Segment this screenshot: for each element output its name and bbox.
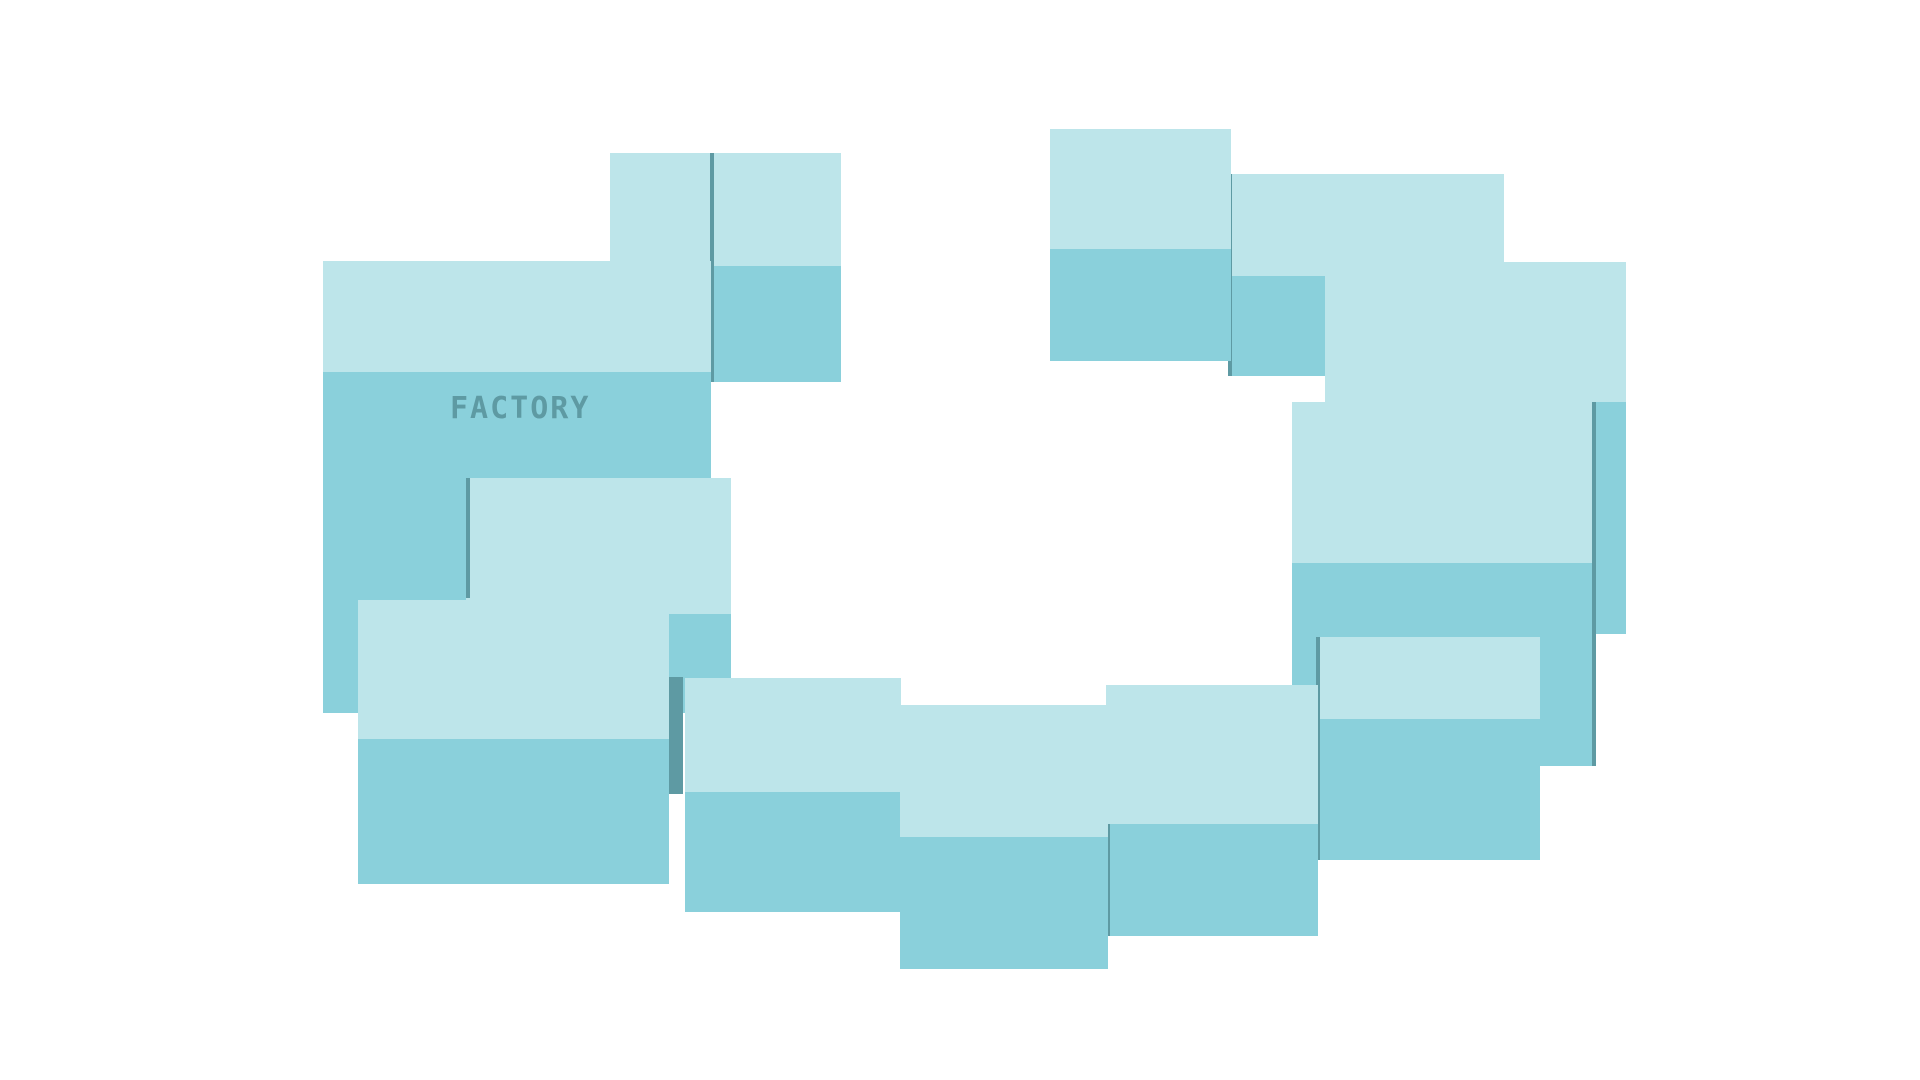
factory-label: FACTORY: [450, 391, 591, 426]
block-sw[interactable]: [358, 600, 683, 884]
block-south-1[interactable]: [685, 678, 901, 912]
block-south-3[interactable]: [1106, 685, 1318, 936]
block-ne-1[interactable]: [1050, 129, 1231, 361]
block-south-4[interactable]: [1316, 637, 1540, 860]
block-south-2[interactable]: [900, 705, 1108, 969]
